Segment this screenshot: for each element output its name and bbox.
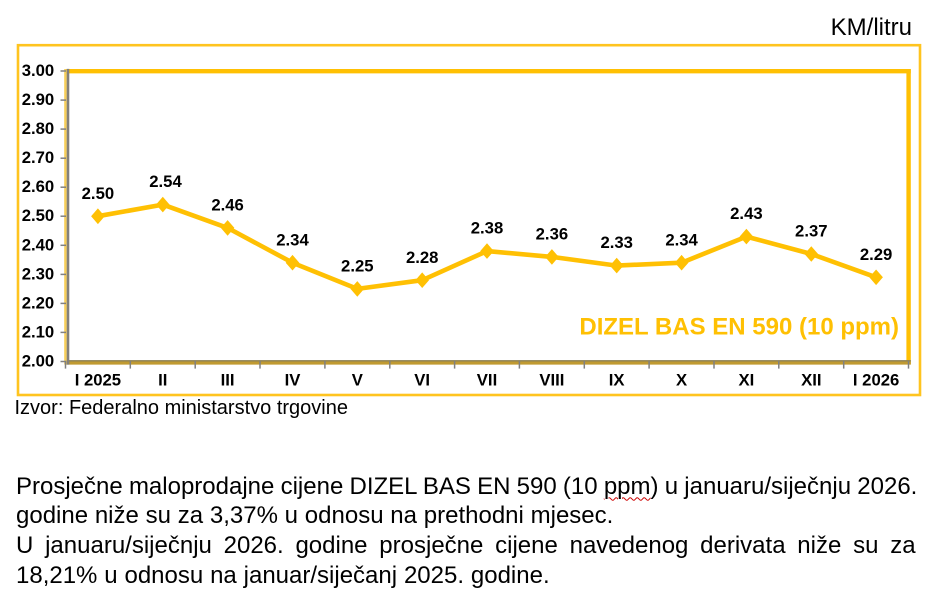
svg-text:II: II [158,370,167,389]
svg-text:XI: XI [739,370,755,389]
svg-text:2.50: 2.50 [22,206,54,225]
svg-text:2.29: 2.29 [860,245,892,264]
svg-text:2.80: 2.80 [22,119,54,138]
svg-text:VI: VI [414,370,430,389]
svg-text:2.36: 2.36 [536,225,568,244]
svg-text:IV: IV [285,370,302,389]
svg-text:X: X [676,370,687,389]
svg-text:VIII: VIII [539,370,564,389]
svg-text:V: V [352,370,364,389]
svg-text:2.50: 2.50 [82,184,114,203]
svg-text:IX: IX [609,370,625,389]
svg-text:2.25: 2.25 [341,257,373,276]
svg-text:I 2025: I 2025 [75,370,121,389]
svg-text:2.37: 2.37 [795,222,827,241]
svg-text:2.54: 2.54 [149,172,182,191]
svg-text:I 2026: I 2026 [853,370,899,389]
svg-text:2.34: 2.34 [665,230,698,249]
svg-text:2.38: 2.38 [471,219,503,238]
svg-text:III: III [221,370,235,389]
svg-text:2.70: 2.70 [22,148,54,167]
svg-text:2.33: 2.33 [600,233,632,252]
svg-text:XII: XII [801,370,821,389]
svg-text:2.20: 2.20 [22,293,54,312]
svg-text:2.46: 2.46 [211,196,243,215]
svg-text:2.00: 2.00 [22,352,54,371]
svg-text:VII: VII [477,370,497,389]
svg-text:2.10: 2.10 [22,322,54,341]
svg-text:2.43: 2.43 [730,204,762,223]
svg-text:2.40: 2.40 [22,235,54,254]
svg-text:2.28: 2.28 [406,248,438,267]
svg-text:DIZEL BAS EN 590 (10 ppm): DIZEL BAS EN 590 (10 ppm) [579,314,899,341]
svg-text:2.60: 2.60 [22,177,54,196]
svg-text:3.00: 3.00 [22,61,54,80]
svg-text:2.30: 2.30 [22,264,54,283]
svg-text:2.90: 2.90 [22,90,54,109]
svg-text:2.34: 2.34 [276,230,309,249]
